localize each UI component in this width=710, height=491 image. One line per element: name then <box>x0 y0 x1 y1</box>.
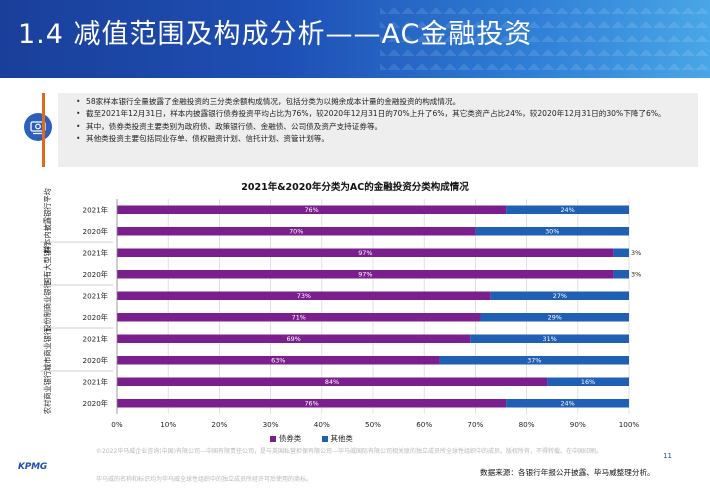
chart-legend: 债券类 其他类 <box>270 433 371 444</box>
investment-icon <box>24 113 52 141</box>
bar-bond <box>117 334 471 343</box>
x-tick-label: 0% <box>111 420 123 429</box>
data-label-other: 30% <box>545 228 559 236</box>
data-label-other: 31% <box>543 335 557 343</box>
group-label: 国有大型银行 <box>43 242 52 285</box>
data-label-bond: 97% <box>358 249 372 257</box>
year-label: 2020年 <box>83 227 108 236</box>
data-label-bond: 84% <box>325 378 339 386</box>
header-banner: 1.4 减值范围及构成分析——AC金融投资 <box>0 0 710 78</box>
page-title: 1.4 减值范围及构成分析——AC金融投资 <box>18 19 533 50</box>
x-tick-label: 90% <box>570 420 586 429</box>
data-label-bond: 63% <box>271 357 285 365</box>
data-label-other: 24% <box>560 206 574 214</box>
year-label: 2021年 <box>83 377 108 386</box>
legend-item-bond: 债券类 <box>270 434 301 443</box>
legend-swatch <box>321 436 328 442</box>
data-label-other: 27% <box>553 292 567 300</box>
data-label-bond: 73% <box>297 292 311 300</box>
data-label-other: 29% <box>548 314 562 322</box>
bar-other <box>475 227 629 236</box>
bar-bond <box>117 270 614 279</box>
data-label-bond: 76% <box>304 400 318 408</box>
year-label: 2020年 <box>83 356 108 365</box>
x-tick-label: 100% <box>619 420 640 429</box>
bar-other <box>613 248 629 257</box>
data-label-bond: 70% <box>289 228 303 236</box>
bar-other <box>470 334 629 343</box>
data-label-other: 3% <box>631 271 641 279</box>
data-label-other: 37% <box>527 357 541 365</box>
header-pattern <box>380 0 710 78</box>
panel-accent-rail <box>42 93 45 167</box>
legend-item-other: 其他类 <box>321 434 353 443</box>
data-label-bond: 97% <box>358 271 372 279</box>
data-label-bond: 76% <box>304 206 318 214</box>
bar-bond <box>117 313 481 322</box>
x-tick-label: 50% <box>365 420 381 429</box>
bar-bond <box>117 227 476 236</box>
x-tick-label: 30% <box>263 420 279 429</box>
data-label-other: 3% <box>631 249 641 257</box>
legend-label: 其他类 <box>330 434 353 443</box>
data-label-bond: 71% <box>292 314 306 322</box>
summary-list: 58家样本银行全量披露了金融投资的三分类余额构成情况，包括分类为以摊余成本计量的… <box>58 93 698 146</box>
summary-bullet: 其他类投资主要包括同业存单、债权融资计划、信托计划、资管计划等。 <box>76 133 692 146</box>
legend-swatch <box>270 436 276 442</box>
trademark-note: 毕马威的名称和标识均为毕马威全球性组织中的独立成员所经许可后使用的商标。 <box>96 476 313 483</box>
summary-panel: 58家样本银行全量披露了金融投资的三分类余额构成情况，包括分类为以摊余成本计量的… <box>42 93 698 167</box>
kpmg-logo: KPMG <box>18 462 48 472</box>
x-tick-label: 10% <box>160 420 176 429</box>
x-tick-label: 40% <box>314 420 330 429</box>
bar-other <box>490 291 629 300</box>
summary-bullet: 其中，债券类投资主要类别为政府债、政策银行债、金融债、公司债及资产支持证券等。 <box>76 121 692 134</box>
year-label: 2021年 <box>83 205 108 214</box>
bar-bond <box>117 291 491 300</box>
summary-bullet: 截至2021年12月31日，样本内披露银行债券投资平均占比为76%，较2020年… <box>76 108 692 121</box>
page-number: 11 <box>663 452 672 460</box>
bar-bond <box>117 356 440 365</box>
year-label: 2020年 <box>83 313 108 322</box>
data-label-other: 16% <box>581 378 595 386</box>
year-label: 2021年 <box>83 248 108 257</box>
year-label: 2020年 <box>83 399 108 408</box>
data-label-other: 24% <box>560 400 574 408</box>
bar-other <box>506 205 629 214</box>
legend-label: 债券类 <box>279 434 302 443</box>
x-tick-label: 60% <box>416 420 432 429</box>
bar-bond <box>117 205 507 214</box>
group-label: 农村商业银行 <box>43 371 52 414</box>
bar-other <box>506 399 629 408</box>
year-label: 2020年 <box>83 270 108 279</box>
x-tick-label: 70% <box>467 420 483 429</box>
bar-other <box>480 313 629 322</box>
group-label: 样本内披露银行平均 <box>43 188 52 253</box>
copyright-note: ©2022毕马威企业咨询(中国)有限公司—中国有限责任公司，是与英国私营担保有限… <box>96 448 602 455</box>
bar-bond <box>117 377 548 386</box>
bar-other <box>547 377 629 386</box>
bar-bond <box>117 399 507 408</box>
data-label-bond: 69% <box>287 335 301 343</box>
summary-bullet: 58家样本银行全量披露了金融投资的三分类余额构成情况，包括分类为以摊余成本计量的… <box>76 96 692 109</box>
bar-other <box>613 270 629 279</box>
year-label: 2021年 <box>83 334 108 343</box>
x-tick-label: 20% <box>211 420 227 429</box>
group-label: 城市商业银行 <box>43 328 52 371</box>
data-source: 数据来源：各银行年报公开披露、毕马威整理分析。 <box>480 468 655 477</box>
bar-bond <box>117 248 614 257</box>
year-label: 2021年 <box>83 291 108 300</box>
x-tick-label: 80% <box>519 420 535 429</box>
bar-other <box>439 356 629 365</box>
group-label: 股份制商业银行 <box>43 281 52 331</box>
chart-title: 2021年&2020年分类为AC的金融投资分类构成情况 <box>241 182 469 193</box>
